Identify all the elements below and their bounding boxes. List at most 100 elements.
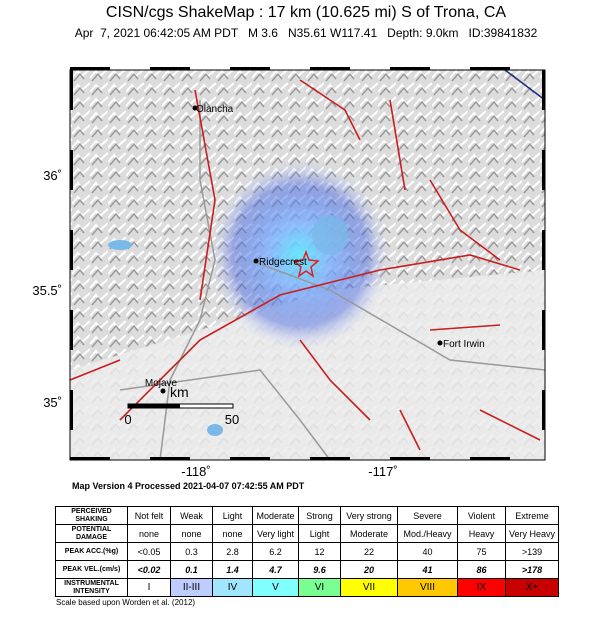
frame-segment (230, 67, 270, 70)
legend-row: INSTRUMENTAL INTENSITY I II-III IV V VI VII VII… (55, 578, 559, 597)
epicenter (292, 249, 320, 278)
legend-cell: >139 (505, 542, 559, 561)
legend-cell: Weak (170, 506, 213, 525)
frame-segment (70, 230, 73, 270)
lon-label: -118˚ (181, 464, 210, 479)
frame-segment (150, 457, 190, 460)
footnote: Scale based upon Worden et al. (2012) (56, 598, 196, 607)
legend-cell: IX (457, 578, 506, 597)
frame-segment (390, 67, 430, 70)
legend-row: POTENTIAL DAMAGE none none none Very light Li… (55, 524, 559, 543)
frame-segment (230, 457, 270, 460)
places: Olancha Ridgecrest Fort Irwin Mojave (145, 104, 485, 394)
lon-label: -117˚ (368, 464, 397, 479)
legend-cell: Heavy (457, 524, 506, 543)
legend-cell: <0.05 (127, 542, 171, 561)
legend-cell: 9.6 (298, 560, 341, 579)
terrain (70, 70, 545, 460)
scale-unit: km (170, 384, 189, 400)
legend-cell: Very strong (340, 506, 398, 525)
frame-segment (150, 67, 190, 70)
frame-segment (390, 457, 430, 460)
lat-label: 35˚ (43, 395, 62, 410)
place-label: Ridgecrest (259, 257, 307, 268)
legend-cell: VIII (397, 578, 458, 597)
frame-segment (542, 70, 545, 110)
frame-segment (310, 457, 350, 460)
frame-segment (70, 310, 73, 350)
map: Olancha Ridgecrest Fort Irwin Mojave km 0 5… (32, 67, 546, 479)
legend-cell: 22 (340, 542, 398, 561)
legend-cell: 40 (397, 542, 458, 561)
frame-segment (542, 150, 545, 190)
coordinate-labels: 36˚ 35.5˚ 35˚ -118˚ -117˚ (32, 168, 397, 479)
map-frame (69, 67, 546, 461)
legend-row-header: PEAK ACC.(%g) (55, 542, 128, 561)
frame-segment (70, 390, 73, 430)
scale-tick: 0 (124, 412, 131, 427)
legend-cell: 2.8 (212, 542, 253, 561)
legend-cell: 0.3 (170, 542, 213, 561)
frame-segment (542, 390, 545, 430)
frame-segment (310, 67, 350, 70)
frame-segment (70, 67, 110, 70)
frame-segment (542, 310, 545, 350)
legend-cell: 75 (457, 542, 506, 561)
legend-cell: Very light (252, 524, 299, 543)
legend-cell: I (127, 578, 171, 597)
version-note: Map Version 4 Processed 2021-04-07 07:42… (72, 481, 305, 491)
legend-cell: Not felt (127, 506, 171, 525)
legend-row-header: POTENTIAL DAMAGE (55, 524, 128, 543)
legend-cell: none (170, 524, 213, 543)
legend-row-header: PEAK VEL.(cm/s) (55, 560, 128, 579)
legend-cell: Light (212, 506, 253, 525)
place-dot (437, 340, 443, 346)
roads (119, 100, 546, 461)
legend-cell: Mod./Heavy (397, 524, 458, 543)
frame-segment (542, 230, 545, 270)
legend-cell: 4.7 (252, 560, 299, 579)
legend-cell: 6.2 (252, 542, 299, 561)
legend-cell: none (127, 524, 171, 543)
legend-cell: II-III (170, 578, 213, 597)
legend-cell: V (252, 578, 299, 597)
legend-cell: Very Heavy (505, 524, 559, 543)
legend-row-header: INSTRUMENTAL INTENSITY (55, 578, 128, 597)
legend-row: PEAK ACC.(%g) <0.05 0.3 2.8 6.2 12 22 40 75 >139 (55, 542, 559, 561)
faults (69, 69, 546, 451)
legend-cell: 20 (340, 560, 398, 579)
frame-segment (470, 457, 510, 460)
frame-segment (70, 150, 73, 190)
scale-tick: 50 (225, 412, 239, 427)
legend-cell: IV (212, 578, 253, 597)
legend-cell: Moderate (340, 524, 398, 543)
frame-segment (70, 457, 110, 460)
place-label: Fort Irwin (443, 339, 485, 350)
legend-cell: Violent (457, 506, 506, 525)
place-dot (192, 105, 198, 111)
place-dot (253, 258, 259, 264)
legend-cell: X+ (505, 578, 559, 597)
legend-cell: 0.1 (170, 560, 213, 579)
lat-label: 36˚ (43, 168, 62, 183)
legend-cell: Severe (397, 506, 458, 525)
legend-cell: 41 (397, 560, 458, 579)
legend-row-header: PERCEIVED SHAKING (55, 506, 128, 525)
lat-label: 35.5˚ (32, 283, 62, 298)
legend-cell: 1.4 (212, 560, 253, 579)
scale-bar (127, 403, 234, 409)
legend-cell: VII (340, 578, 398, 597)
frame-segment (70, 70, 73, 110)
place-label: Mojave (145, 378, 178, 389)
legend-cell: none (212, 524, 253, 543)
legend-cell: >178 (505, 560, 559, 579)
map-subtitle: Apr 7, 2021 06:42:05 AM PDT M 3.6 N35.61… (74, 26, 538, 40)
frame-segment (470, 67, 510, 70)
place-dot (160, 388, 166, 394)
legend-cell: 86 (457, 560, 506, 579)
legend-cell: 12 (298, 542, 341, 561)
map-title: CISN/cgs ShakeMap : 17 km (10.625 mi) S … (105, 4, 507, 21)
legend-cell: VI (298, 578, 341, 597)
legend-row: PEAK VEL.(cm/s) <0.02 0.1 1.4 4.7 9.6 20 41 86 >1… (55, 560, 559, 579)
